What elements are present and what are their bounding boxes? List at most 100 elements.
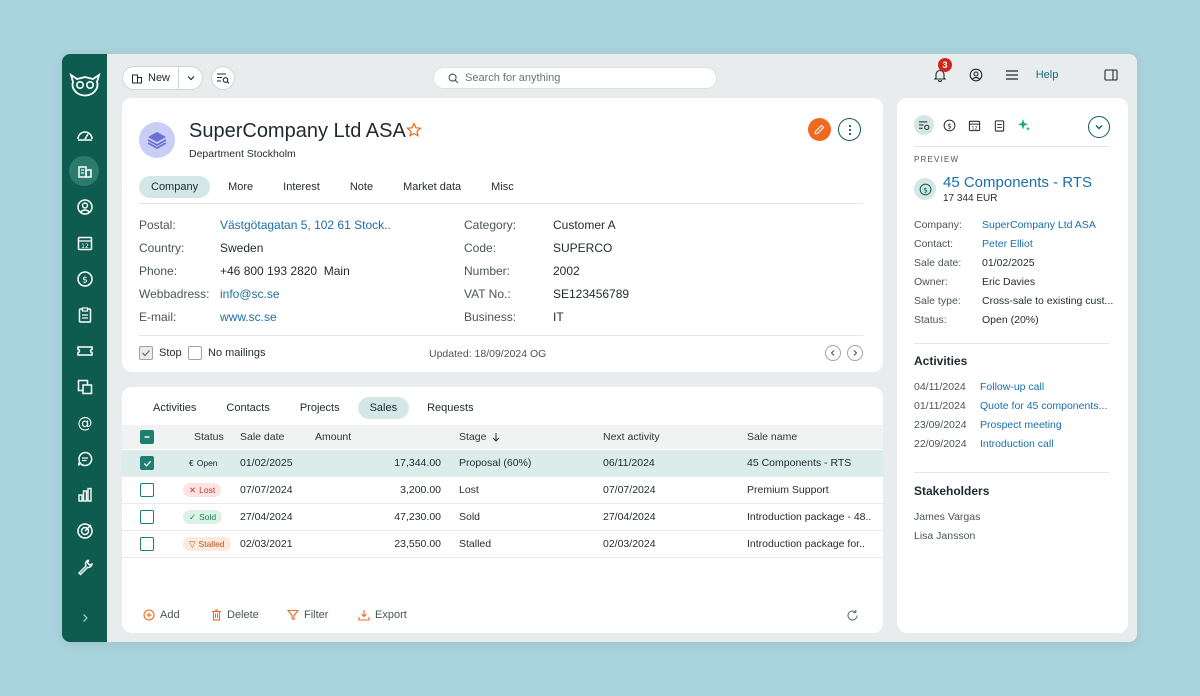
favorite-star-icon[interactable]	[406, 122, 422, 141]
table-row[interactable]: ✓ Sold 27/04/2024 47,230.00 Sold 27/04/2…	[122, 504, 883, 531]
nav-chat-icon[interactable]	[62, 443, 107, 475]
menu-button[interactable]	[1001, 64, 1023, 86]
tab-market-data[interactable]: Market data	[403, 181, 462, 193]
activity-link[interactable]: Introduction call	[980, 437, 1054, 450]
activity-link[interactable]: Prospect meeting	[980, 418, 1062, 431]
nav-clipboard-icon[interactable]	[62, 299, 107, 331]
nav-company-icon[interactable]	[62, 155, 107, 187]
nav-sales-icon[interactable]: $	[62, 263, 107, 295]
row-checkbox[interactable]	[140, 537, 154, 551]
status-cell: ✕ Lost	[183, 477, 222, 503]
next-record-button[interactable]	[847, 345, 863, 361]
sales-table-header: Status Sale date Amount Stage Next activ…	[122, 425, 883, 449]
refresh-button[interactable]	[846, 603, 859, 627]
company-link[interactable]: SuperCompany Ltd ASA	[982, 218, 1096, 231]
nav-reports-icon[interactable]	[62, 479, 107, 511]
phone-value[interactable]: +46 800 193 2820 Main	[220, 263, 350, 278]
nav-documents-icon[interactable]	[62, 371, 107, 403]
nav-ticket-icon[interactable]	[62, 335, 107, 367]
tab-activities[interactable]: Activities	[153, 402, 197, 414]
export-label: Export	[375, 609, 407, 621]
tab-company[interactable]: Company	[139, 176, 211, 198]
more-options-button[interactable]	[838, 118, 861, 141]
activity-link[interactable]: Quote for 45 components...	[980, 399, 1108, 412]
tab-interest[interactable]: Interest	[283, 181, 320, 193]
table-row[interactable]: € Open 01/02/2025 17,344.00 Proposal (60…	[122, 450, 883, 477]
next-activity-cell: 02/03/2024	[603, 538, 656, 550]
side-panel-icon	[1104, 69, 1118, 81]
delete-button[interactable]: Delete	[211, 603, 259, 627]
list-search-icon[interactable]	[914, 115, 934, 135]
tab-more[interactable]: More	[228, 181, 254, 193]
edit-button[interactable]	[808, 118, 831, 141]
nav-email-icon[interactable]: @	[62, 407, 107, 439]
nav-rail: 12 $ @	[62, 54, 107, 642]
field-value: Cross-sale to existing cust...	[982, 294, 1114, 307]
column-header-sale-name[interactable]: Sale name	[747, 431, 798, 443]
search-bar[interactable]	[433, 67, 717, 89]
nav-contact-icon[interactable]	[62, 191, 107, 223]
svg-text:12: 12	[971, 125, 977, 131]
export-button[interactable]: Export	[358, 603, 407, 627]
preview-panel: $ 12 PREVIEW $ 45 Components - RTS 17 34…	[897, 98, 1128, 633]
sales-table-footer: Add Delete Filter Export	[122, 603, 883, 627]
dollar-circle-icon[interactable]: $	[939, 115, 959, 135]
owl-logo-icon[interactable]	[69, 72, 101, 98]
chevron-down-icon	[1095, 125, 1103, 130]
row-checkbox[interactable]	[140, 456, 154, 470]
quick-filter-button[interactable]	[211, 66, 235, 90]
sale-title-link[interactable]: 45 Components - RTS	[943, 174, 1092, 191]
column-header-sale-date[interactable]: Sale date	[240, 431, 285, 443]
calendar-icon[interactable]: 12	[964, 115, 984, 135]
column-header-next-activity[interactable]: Next activity	[603, 431, 660, 443]
search-input[interactable]	[465, 72, 695, 84]
add-button[interactable]: Add	[143, 603, 180, 627]
no-mailings-checkbox[interactable]	[188, 346, 202, 360]
tab-misc[interactable]: Misc	[491, 181, 514, 193]
new-button-label[interactable]: New	[123, 67, 180, 89]
sale-name-cell: Introduction package for..	[747, 538, 865, 550]
filter-funnel-icon	[287, 609, 299, 621]
nav-calendar-icon[interactable]: 12	[62, 227, 107, 259]
table-row[interactable]: ✕ Lost 07/07/2024 3,200.00 Lost 07/07/20…	[122, 477, 883, 504]
nav-target-icon[interactable]	[62, 515, 107, 547]
row-checkbox[interactable]	[140, 483, 154, 497]
postal-address-link[interactable]: Västgötagatan 5, 102 61 Stock..	[220, 217, 391, 232]
toggle-side-panel-button[interactable]	[1100, 64, 1122, 86]
tab-contacts[interactable]: Contacts	[226, 402, 270, 414]
select-all-checkbox[interactable]	[140, 430, 154, 444]
stakeholder-item[interactable]: James Vargas	[914, 511, 981, 523]
stakeholder-item[interactable]: Lisa Jansson	[914, 530, 976, 542]
check-icon	[142, 350, 150, 357]
next-activity-cell: 27/04/2024	[603, 511, 656, 523]
profile-button[interactable]	[965, 64, 987, 86]
tab-requests[interactable]: Requests	[427, 402, 474, 414]
webbadress-link[interactable]: info@sc.se	[220, 286, 280, 301]
tab-sales[interactable]: Sales	[357, 397, 410, 419]
previous-record-button[interactable]	[825, 345, 841, 361]
column-header-stage[interactable]: Stage	[459, 425, 501, 449]
column-header-status[interactable]: Status	[194, 431, 224, 443]
sale-name-cell: Premium Support	[747, 484, 829, 496]
activity-link[interactable]: Follow-up call	[980, 380, 1045, 393]
filter-button[interactable]: Filter	[287, 603, 328, 627]
table-row[interactable]: ▽ Stalled 02/03/2021 23,550.00 Stalled 0…	[122, 531, 883, 558]
new-dropdown-chevron-icon[interactable]	[179, 73, 202, 83]
nav-dashboard-icon[interactable]	[62, 119, 107, 151]
email-link[interactable]: www.sc.se	[220, 309, 277, 324]
clipboard-icon[interactable]	[989, 115, 1009, 135]
tab-note[interactable]: Note	[349, 181, 374, 193]
collapse-preview-button[interactable]	[1088, 116, 1110, 138]
nav-settings-wrench-icon[interactable]	[62, 551, 107, 583]
ai-sparkle-icon[interactable]	[1014, 115, 1034, 135]
row-checkbox[interactable]	[140, 510, 154, 524]
sale-name-cell: Introduction package - 48..	[747, 511, 872, 523]
stop-checkbox[interactable]	[139, 346, 153, 360]
new-button[interactable]: New	[122, 66, 203, 90]
expand-rail-chevron-icon[interactable]	[62, 608, 107, 628]
notifications-button[interactable]: 3	[929, 58, 952, 86]
contact-link[interactable]: Peter Elliot	[982, 237, 1033, 250]
column-header-amount[interactable]: Amount	[315, 431, 352, 443]
help-link[interactable]: Help	[1032, 64, 1062, 86]
tab-projects[interactable]: Projects	[299, 402, 340, 414]
